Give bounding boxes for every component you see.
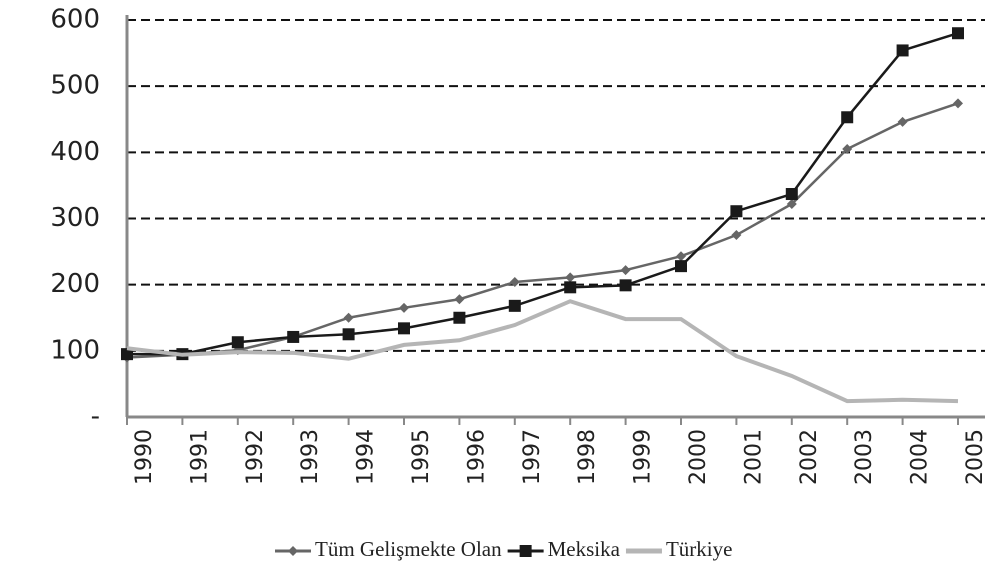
x-tick-label: 1995	[409, 429, 434, 485]
point	[675, 260, 687, 273]
x-tick-label: 1990	[132, 429, 157, 485]
legend-label: Meksika	[548, 537, 621, 561]
x-tick-label: 1996	[464, 429, 489, 485]
point	[508, 299, 521, 312]
point	[565, 272, 576, 283]
y-tick-label: 400	[50, 137, 100, 167]
legend-label: Tüm Gelişmekte Olan	[315, 537, 502, 561]
legend: Tüm Gelişmekte Olan Meksika Türkiye	[275, 537, 732, 561]
point	[454, 294, 465, 305]
x-tick-label: 1998	[575, 429, 600, 485]
point	[343, 312, 354, 323]
point	[287, 330, 300, 343]
legend-label: Türkiye	[666, 537, 732, 561]
point	[785, 188, 798, 201]
series-line	[126, 102, 959, 359]
x-tick-label: 2000	[686, 429, 711, 485]
point	[342, 328, 355, 341]
x-tick-label: 1992	[243, 429, 268, 485]
point	[453, 311, 466, 324]
x-tick-label: 2005	[963, 429, 988, 485]
x-tick-label: 1999	[631, 429, 656, 485]
y-tick-label: 600	[50, 5, 100, 35]
point	[842, 144, 853, 155]
legend-item: Tüm Gelişmekte Olan	[275, 537, 502, 561]
point	[519, 545, 532, 557]
point	[952, 27, 964, 40]
point	[786, 198, 797, 209]
series-line	[127, 32, 959, 356]
x-tick-label: 1991	[187, 429, 212, 485]
point	[231, 336, 244, 349]
x-tick-label: 2002	[797, 429, 822, 485]
point	[896, 44, 909, 57]
y-tick-label: 500	[50, 71, 100, 101]
point	[121, 348, 133, 361]
x-tick-label: 2004	[908, 429, 933, 485]
y-tick-label: 300	[50, 203, 100, 233]
point	[676, 251, 686, 262]
point	[399, 302, 409, 313]
x-tick-label: 1993	[298, 429, 323, 485]
point	[897, 116, 908, 127]
legend-item: Türkiye	[625, 537, 732, 561]
point	[620, 265, 631, 276]
x-tick-label: 1997	[520, 429, 545, 485]
point	[731, 230, 742, 241]
y-tick-label: -	[91, 402, 100, 432]
x-tick-label: 1994	[354, 429, 379, 485]
y-tick-label: 100	[50, 335, 100, 365]
legend-item: Meksika	[507, 537, 621, 561]
point	[288, 546, 298, 556]
point	[730, 205, 743, 218]
point	[509, 277, 520, 288]
series-line	[126, 299, 959, 404]
point	[564, 281, 577, 294]
x-tick-label: 2003	[852, 429, 877, 485]
point	[953, 98, 963, 109]
point	[398, 322, 410, 335]
point	[619, 279, 632, 292]
y-tick-label: 200	[50, 269, 100, 299]
point	[841, 111, 854, 124]
x-tick-label: 2001	[741, 429, 766, 485]
